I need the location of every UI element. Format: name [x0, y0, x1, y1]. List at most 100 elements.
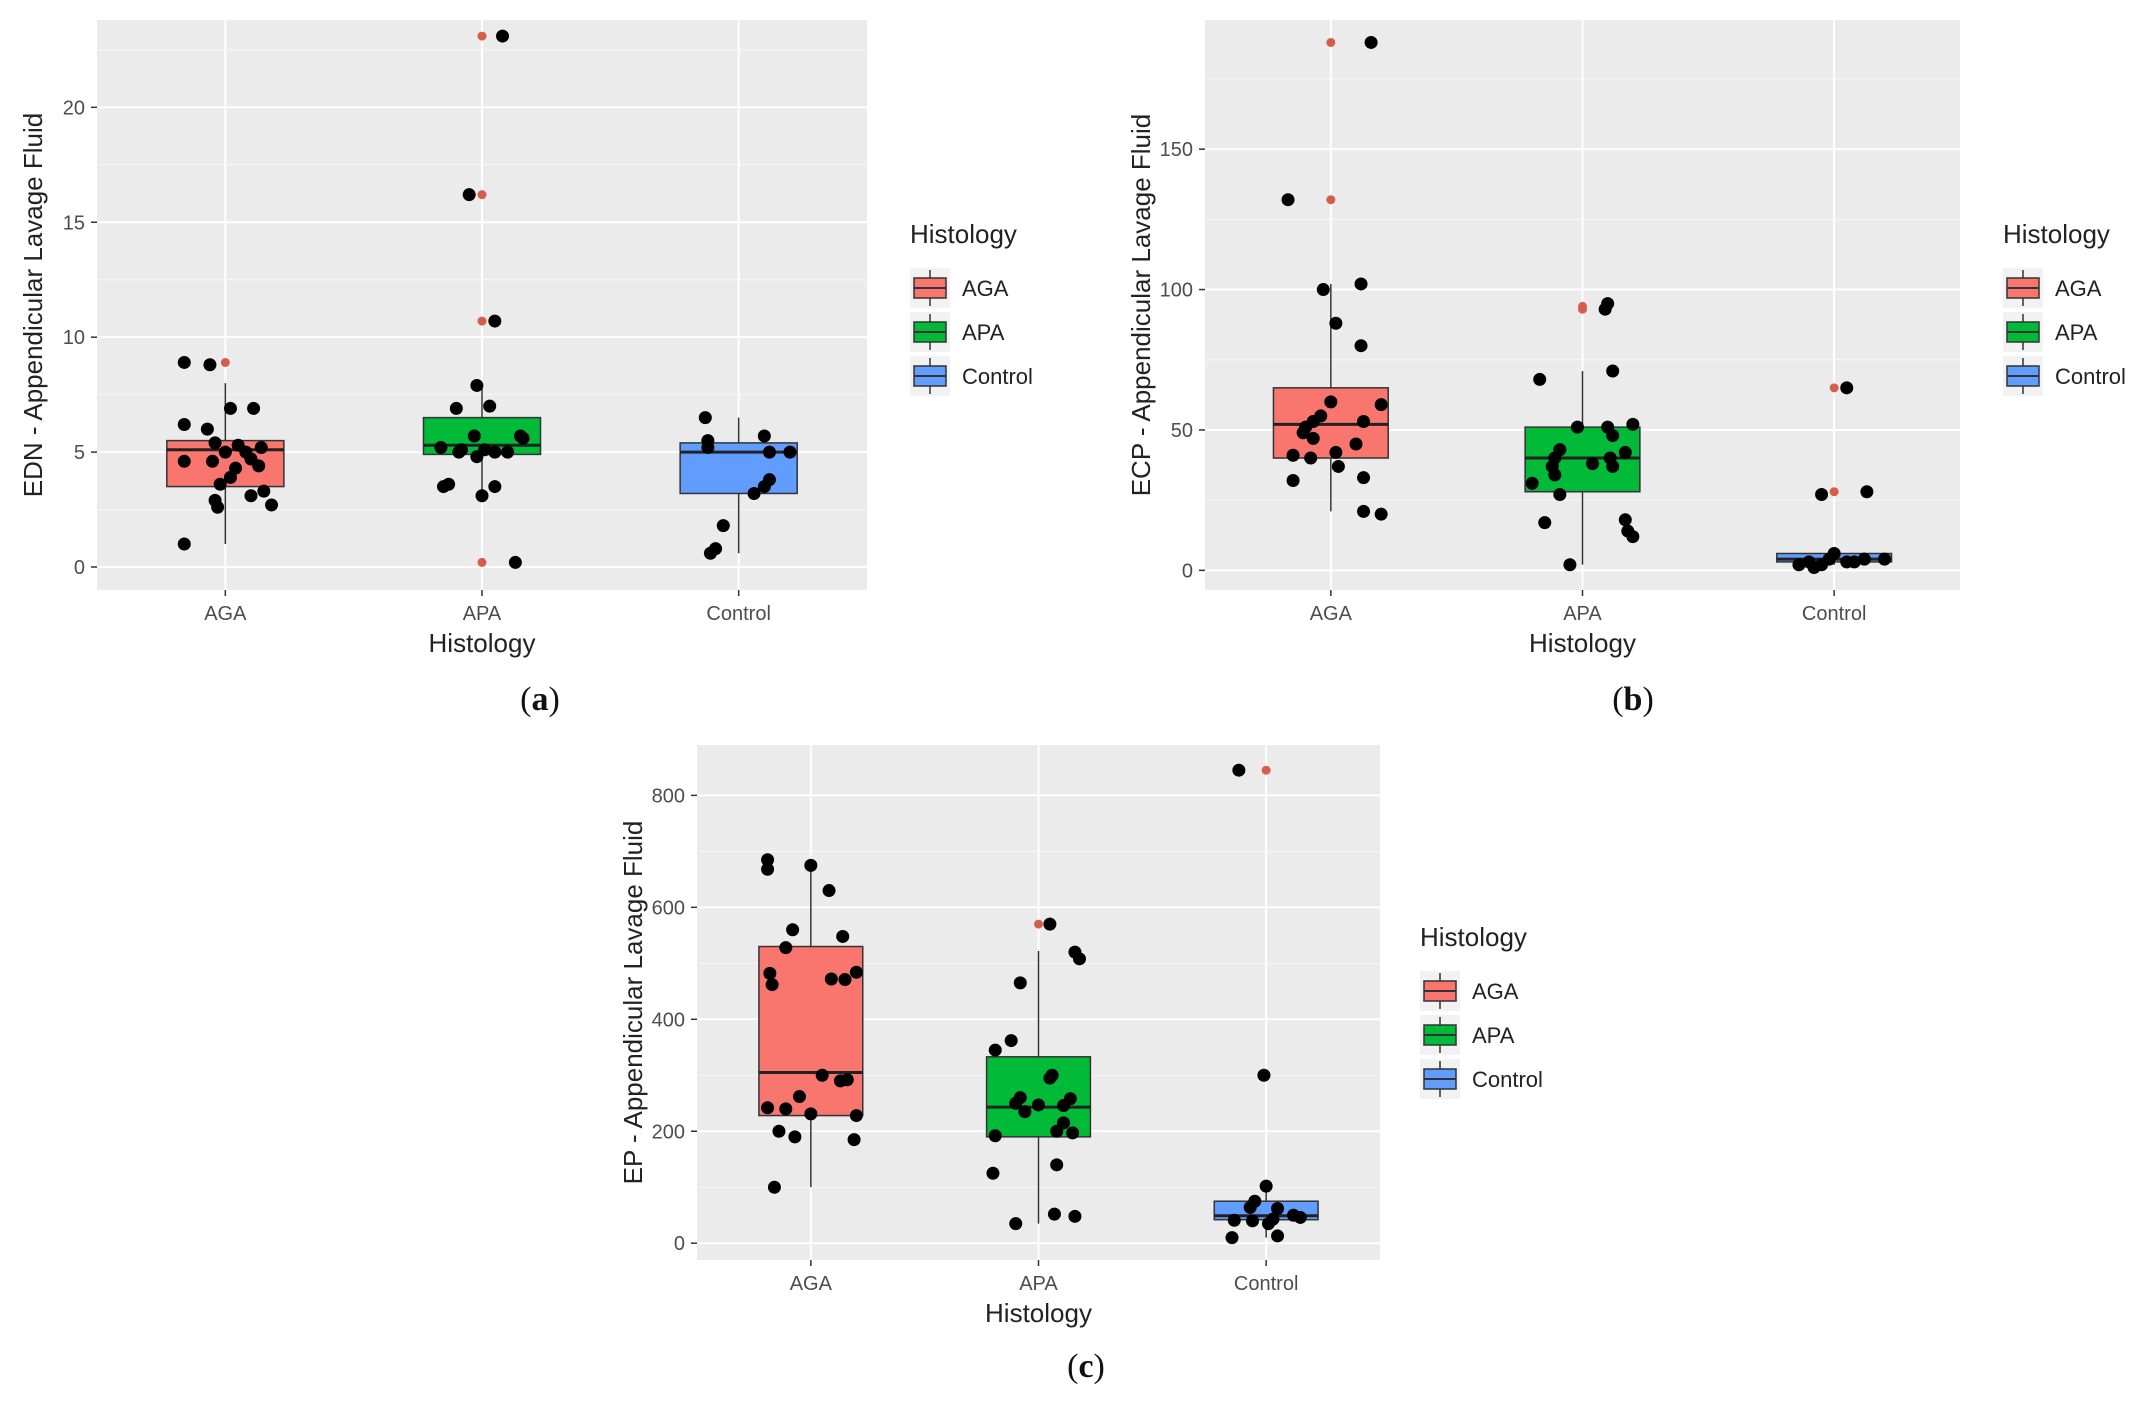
data-point	[1257, 1068, 1271, 1082]
data-point	[1261, 1217, 1275, 1231]
outlier-point	[1829, 383, 1839, 393]
data-point	[988, 1129, 1002, 1143]
outlier-point	[1261, 765, 1271, 775]
y-tick-label: 0	[674, 1233, 685, 1255]
legend: Histology AGA APA Control	[910, 219, 1033, 396]
data-point	[1286, 473, 1300, 487]
legend-label-APA: APA	[962, 320, 1005, 345]
data-point	[1296, 426, 1310, 440]
data-point	[1013, 976, 1027, 990]
legend-label-AGA: AGA	[962, 276, 1009, 301]
data-point	[698, 411, 712, 425]
y-tick-label: 5	[74, 442, 85, 464]
data-point	[1606, 459, 1620, 473]
data-point	[265, 498, 279, 512]
data-point	[1050, 1158, 1064, 1172]
x-tick-label: Control	[1234, 1273, 1298, 1295]
data-point	[1857, 552, 1871, 566]
data-point	[1293, 1210, 1307, 1224]
legend-label-AGA: AGA	[1472, 979, 1519, 1004]
legend-title: Histology	[1420, 922, 1527, 952]
y-tick-label: 50	[1171, 420, 1193, 442]
data-point	[783, 445, 797, 459]
data-point	[824, 972, 838, 986]
data-point	[252, 459, 266, 473]
data-point	[1259, 1179, 1273, 1193]
data-point	[762, 445, 776, 459]
data-point	[1548, 468, 1562, 482]
legend-label-APA: APA	[1472, 1023, 1515, 1048]
data-point	[1860, 485, 1874, 499]
data-point	[1286, 448, 1300, 462]
caption-paren-close: )	[1642, 681, 1653, 718]
caption-letter: a	[532, 681, 549, 718]
data-point	[488, 445, 502, 459]
data-point	[761, 1101, 775, 1115]
data-point	[1232, 763, 1246, 777]
legend-label-AGA: AGA	[2055, 276, 2102, 301]
data-point	[1243, 1200, 1257, 1214]
data-point	[1271, 1202, 1285, 1215]
outlier-point	[1326, 37, 1336, 47]
data-point	[206, 454, 219, 468]
data-point	[247, 401, 261, 415]
data-point	[1374, 398, 1388, 412]
data-point	[1009, 1096, 1023, 1110]
data-point	[1072, 952, 1086, 966]
outlier-point	[220, 357, 230, 367]
data-point	[1606, 364, 1620, 378]
data-point	[716, 519, 730, 533]
data-point	[761, 853, 775, 867]
data-point	[223, 470, 237, 484]
data-point	[763, 966, 777, 980]
data-point	[986, 1166, 1000, 1180]
chart-panel-c: 0 200 400 600 800 AGA APA Control Histology EP - …	[618, 745, 1543, 1385]
data-point	[483, 399, 497, 413]
legend-title: Histology	[2003, 219, 2110, 249]
data-point	[213, 477, 227, 491]
data-point	[849, 965, 863, 979]
data-point	[470, 450, 484, 464]
x-axis-title: Histology	[1529, 628, 1636, 658]
data-point	[1618, 445, 1632, 459]
outlier-point	[1326, 195, 1336, 205]
caption-paren-close: )	[1094, 1348, 1105, 1385]
data-point	[765, 978, 779, 992]
data-point	[1807, 561, 1821, 575]
data-point	[1815, 488, 1829, 502]
data-point	[1324, 395, 1338, 409]
outlier-point	[477, 316, 487, 326]
data-point	[1043, 1071, 1057, 1085]
data-point	[1354, 339, 1368, 353]
data-point	[177, 537, 191, 551]
data-point	[804, 858, 818, 872]
data-point	[1354, 277, 1368, 291]
legend-title: Histology	[910, 219, 1017, 249]
data-point	[449, 401, 463, 415]
x-tick-label: APA	[1019, 1273, 1058, 1295]
y-tick-label: 10	[63, 327, 85, 349]
data-point	[701, 441, 715, 454]
data-point	[200, 422, 214, 436]
y-tick-label: 15	[63, 212, 85, 234]
data-point	[1357, 415, 1371, 429]
data-point	[1570, 420, 1584, 434]
x-tick-label: APA	[463, 603, 502, 625]
data-point	[1281, 193, 1295, 207]
data-point	[1840, 555, 1854, 569]
data-point	[779, 941, 793, 955]
data-point	[786, 923, 800, 937]
data-point	[462, 188, 476, 202]
data-point	[757, 429, 771, 443]
data-point	[836, 929, 850, 943]
x-tick-label: Control	[1802, 603, 1866, 625]
caption-letter: b	[1624, 681, 1643, 718]
y-tick-label: 200	[652, 1121, 685, 1143]
data-point	[1316, 283, 1330, 297]
data-point	[467, 429, 481, 443]
data-point	[1364, 35, 1378, 49]
x-tick-label: APA	[1563, 603, 1602, 625]
data-point	[257, 484, 271, 498]
data-point	[1533, 372, 1547, 386]
data-point	[1246, 1214, 1260, 1228]
